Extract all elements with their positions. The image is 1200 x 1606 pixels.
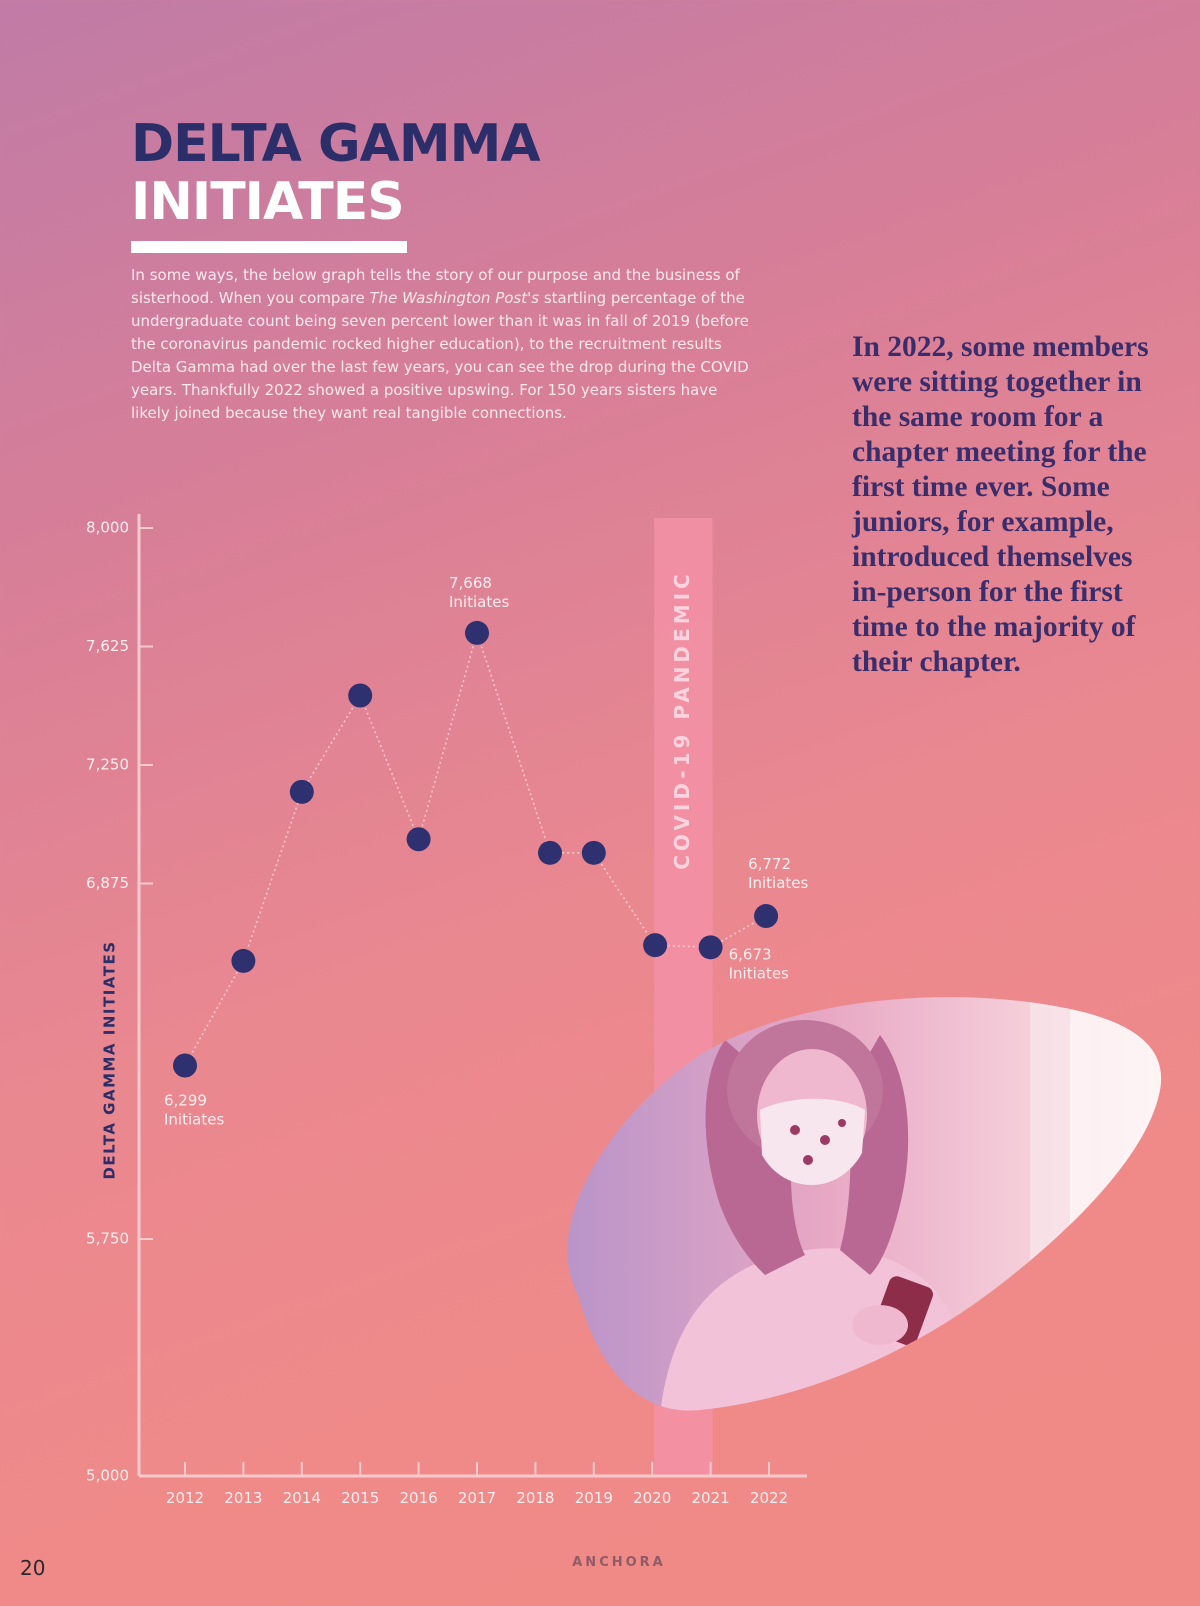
data-label-unit: Initiates xyxy=(449,593,509,611)
x-tick-label: 2013 xyxy=(224,1489,262,1507)
x-tick-label: 2018 xyxy=(516,1489,554,1507)
data-point xyxy=(581,840,606,865)
intro-text-part1: In some ways, the below graph tells the … xyxy=(131,266,740,307)
title-line-1: DELTA GAMMA xyxy=(131,114,541,174)
intro-text-part2: startling percentage of the undergraduat… xyxy=(131,289,749,422)
data-point xyxy=(348,683,373,708)
data-label-value: 6,673 xyxy=(729,945,772,963)
y-tick-label: 6,875 xyxy=(86,874,129,892)
data-point xyxy=(173,1053,197,1078)
x-tick-label: 2012 xyxy=(166,1489,204,1507)
y-tick-label: 8,000 xyxy=(86,519,129,537)
data-label-unit: Initiates xyxy=(164,1111,224,1129)
data-point xyxy=(754,904,779,929)
covid-band-label: COVID-19 PANDEMIC xyxy=(670,570,694,869)
x-tick-label: 2022 xyxy=(750,1489,788,1507)
x-tick-label: 2016 xyxy=(400,1489,438,1507)
page-number: 20 xyxy=(20,1556,46,1580)
data-label: 6,772 Initiates xyxy=(748,855,808,892)
data-label: 6,299 Initiates xyxy=(164,1092,224,1129)
y-tick-label: 7,625 xyxy=(86,637,129,655)
axes-layer: 8,000 7,625 7,250 6,875 5,750 5,000 2012 2013 20… xyxy=(86,514,807,1507)
x-tick-label: 2020 xyxy=(633,1489,671,1507)
title-underline xyxy=(131,241,407,253)
x-tick-label: 2019 xyxy=(575,1489,613,1507)
data-point xyxy=(698,935,723,960)
data-point xyxy=(643,933,668,958)
intro-paragraph: In some ways, the below graph tells the … xyxy=(131,264,751,425)
data-label: 6,673 Initiates xyxy=(729,945,789,982)
y-tick-label: 5,750 xyxy=(86,1230,129,1248)
intro-text-italic: The Washington Post's xyxy=(369,289,540,307)
data-point xyxy=(289,779,314,804)
data-point xyxy=(465,620,489,645)
x-tick-label: 2017 xyxy=(458,1489,496,1507)
x-tick-label: 2014 xyxy=(283,1489,321,1507)
data-point xyxy=(231,948,256,973)
y-tick-label: 5,000 xyxy=(86,1467,129,1485)
masked-woman-with-phone-photo xyxy=(567,997,1162,1411)
data-label: 7,668 Initiates xyxy=(449,574,509,611)
data-label-value: 6,299 xyxy=(164,1092,207,1110)
data-label-value: 6,772 xyxy=(748,855,791,873)
data-label-unit: Initiates xyxy=(729,964,789,982)
data-point xyxy=(406,827,431,852)
x-tick-label: 2021 xyxy=(692,1489,730,1507)
y-axis-title: DELTA GAMMA INITIATES xyxy=(101,940,119,1179)
data-label-value: 7,668 xyxy=(449,574,492,592)
y-tick-label: 7,250 xyxy=(86,756,129,774)
x-tick-label: 2015 xyxy=(341,1489,379,1507)
data-label-unit: Initiates xyxy=(748,874,808,892)
pull-quote: In 2022, some members were sitting toget… xyxy=(852,331,1149,678)
data-point xyxy=(538,840,562,865)
footer-brand: ANCHORA xyxy=(572,1555,666,1570)
title-line-2: INITIATES xyxy=(131,172,405,232)
data-points-layer xyxy=(173,620,779,1078)
